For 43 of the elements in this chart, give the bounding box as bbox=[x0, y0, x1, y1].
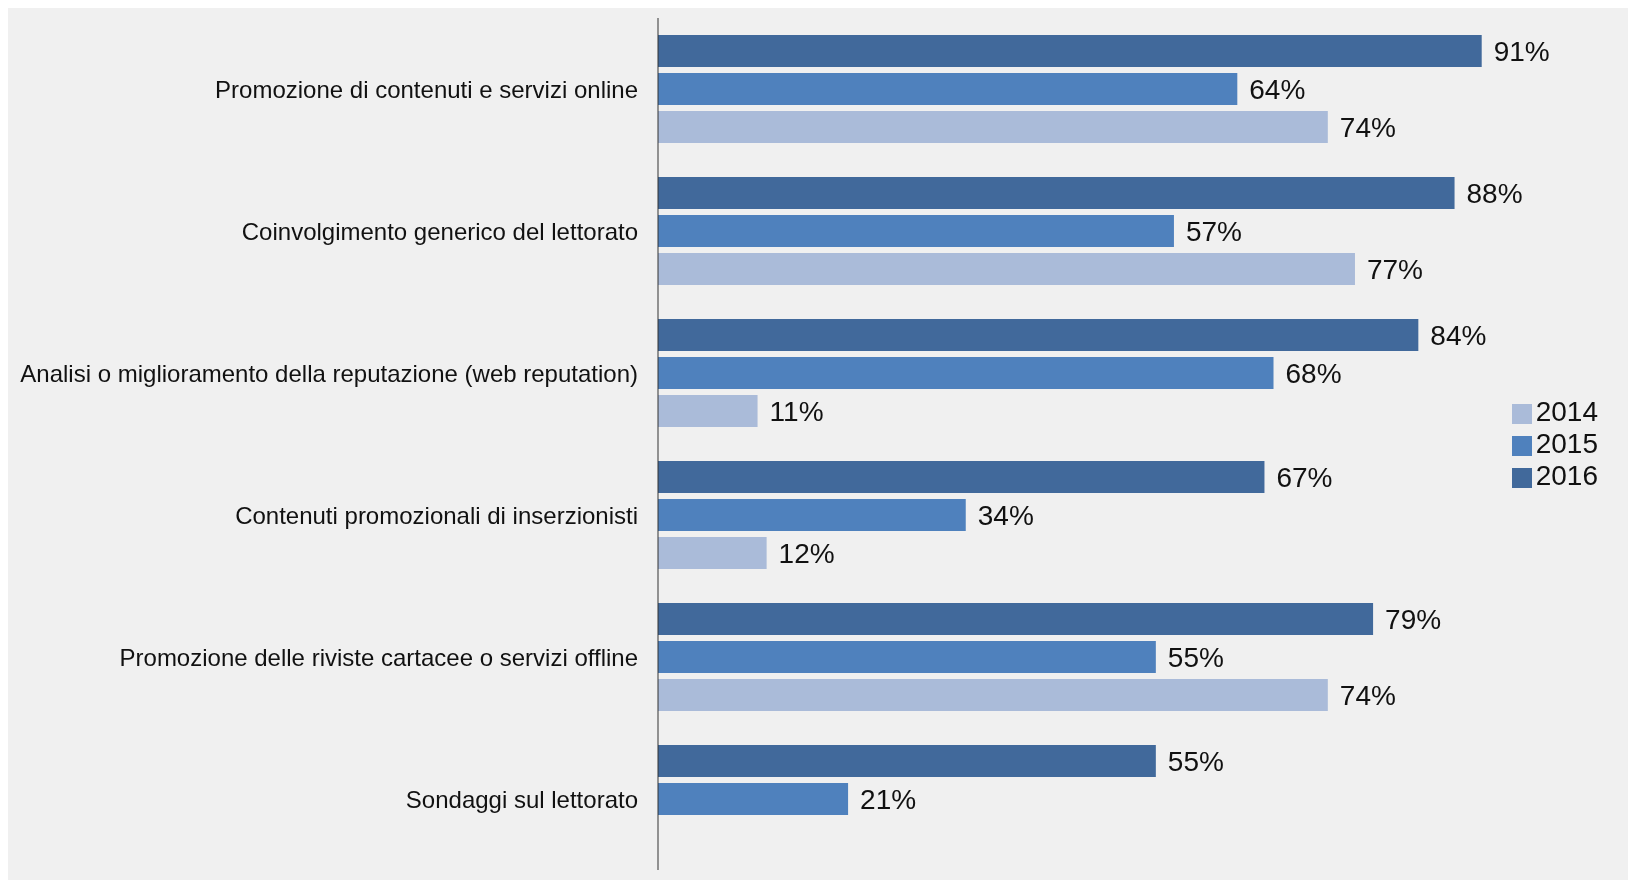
data-label: 68% bbox=[1285, 357, 1342, 389]
y-tick-label: Contenuti promozionali di inserzionisti bbox=[235, 501, 638, 529]
data-label: 57% bbox=[1185, 215, 1242, 247]
bar bbox=[658, 111, 1328, 144]
bar bbox=[658, 319, 1419, 352]
data-label: 55% bbox=[1167, 745, 1224, 777]
y-tick-label: Sondaggi sul lettorato bbox=[405, 785, 638, 813]
data-label: 34% bbox=[977, 499, 1034, 531]
data-label: 79% bbox=[1385, 603, 1442, 635]
bar bbox=[658, 641, 1156, 674]
bar bbox=[658, 357, 1274, 390]
bar bbox=[658, 603, 1374, 636]
bar bbox=[658, 395, 758, 428]
data-label: 74% bbox=[1339, 679, 1396, 711]
bar bbox=[658, 537, 767, 570]
bar bbox=[658, 35, 1482, 68]
bar bbox=[658, 499, 966, 532]
bar bbox=[658, 783, 849, 816]
data-label: 55% bbox=[1167, 641, 1224, 673]
legend-label: 2015 bbox=[1535, 428, 1598, 459]
bar bbox=[658, 745, 1156, 778]
y-tick-label: Coinvolgimento generico del lettorato bbox=[241, 217, 638, 245]
bar bbox=[658, 461, 1265, 494]
bar bbox=[658, 177, 1455, 210]
y-tick-label: Analisi o miglioramento della reputazione (web reputation) bbox=[20, 359, 638, 387]
data-label: 64% bbox=[1249, 73, 1306, 105]
bar bbox=[658, 253, 1355, 286]
bar bbox=[658, 679, 1328, 712]
data-label: 74% bbox=[1339, 111, 1396, 143]
data-label: 84% bbox=[1430, 319, 1487, 351]
data-label: 88% bbox=[1466, 177, 1523, 209]
data-label: 12% bbox=[778, 537, 835, 569]
data-label: 21% bbox=[860, 783, 917, 815]
bar bbox=[658, 73, 1238, 106]
y-tick-label: Promozione delle riviste cartacee o servizi offline bbox=[119, 643, 638, 671]
data-label: 11% bbox=[769, 395, 824, 427]
data-label: 91% bbox=[1493, 35, 1550, 67]
bar bbox=[658, 215, 1174, 248]
y-tick-label: Promozione di contenuti e servizi online bbox=[215, 75, 638, 103]
data-label: 77% bbox=[1366, 253, 1424, 285]
data-label: 67% bbox=[1276, 461, 1333, 493]
legend-label: 2014 bbox=[1535, 396, 1598, 427]
legend-label: 2016 bbox=[1535, 460, 1598, 491]
